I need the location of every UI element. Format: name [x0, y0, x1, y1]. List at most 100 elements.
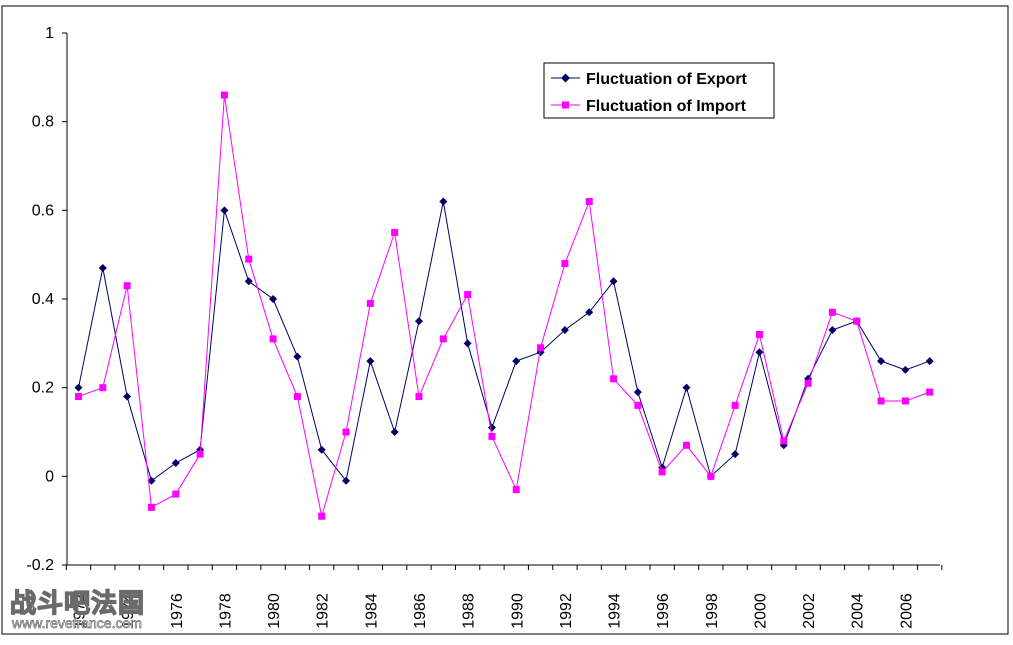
x-tick-label: 2004 — [850, 593, 867, 629]
series-layer — [74, 91, 934, 520]
data-point-import — [755, 330, 763, 338]
data-point-import — [75, 393, 82, 401]
data-point-import — [293, 393, 301, 401]
data-point-import — [853, 317, 861, 325]
data-point-export — [682, 383, 691, 392]
x-tick-label: 1996 — [655, 593, 672, 629]
axes: -0.2 0 0.2 0.4 0.6 0.8 1 1972 1974 1976 1978 1980 19… — [26, 25, 943, 629]
data-point-export — [366, 357, 375, 366]
y-tick-label: 0.8 — [32, 114, 54, 131]
data-point-import — [439, 335, 447, 343]
data-point-export — [414, 317, 423, 326]
data-point-export — [585, 308, 594, 317]
x-tick-label: 1978 — [217, 593, 234, 629]
data-point-export — [244, 277, 253, 286]
data-point-import — [537, 344, 545, 352]
data-point-export — [877, 357, 886, 366]
watermark-url: www.revefrance.com — [11, 615, 142, 631]
data-point-import — [780, 437, 788, 445]
data-point-export — [463, 339, 472, 348]
legend-marker-export — [561, 73, 570, 83]
legend-box — [543, 62, 775, 119]
data-point-import — [707, 472, 715, 480]
y-tick-label: 0 — [45, 468, 54, 485]
data-point-export — [123, 392, 132, 401]
legend: Fluctuation of Export Fluctuation of Imp… — [543, 62, 775, 119]
data-point-import — [658, 468, 666, 476]
data-point-import — [147, 503, 155, 511]
x-tick-label: 1980 — [266, 593, 283, 629]
data-point-export — [731, 450, 740, 459]
data-point-import — [220, 91, 228, 99]
x-tick-label: 1998 — [704, 593, 721, 629]
y-tick-label: 1 — [45, 25, 54, 42]
y-tick-label: 0.2 — [32, 380, 54, 397]
data-point-import — [123, 282, 131, 290]
data-point-export — [171, 459, 180, 468]
data-point-import — [196, 450, 204, 458]
data-point-export — [512, 357, 521, 366]
data-point-import — [877, 397, 885, 405]
data-point-export — [828, 326, 837, 335]
data-point-export — [342, 476, 351, 485]
data-point-export — [633, 388, 642, 397]
data-point-export — [293, 352, 302, 361]
data-point-export — [74, 383, 83, 392]
data-point-import — [610, 375, 618, 383]
legend-label-import: Fluctuation of Import — [586, 98, 747, 115]
data-point-import — [172, 490, 180, 498]
data-point-export — [390, 428, 399, 436]
data-point-import — [464, 291, 472, 299]
watermark-logo-text: 战斗吧法国 — [10, 588, 145, 618]
data-point-import — [561, 260, 569, 268]
data-point-import — [828, 308, 836, 316]
data-point-export — [269, 295, 278, 303]
data-point-import — [804, 379, 812, 387]
data-point-import — [926, 388, 934, 396]
data-point-import — [488, 432, 496, 440]
y-tick-label: -0.2 — [26, 557, 54, 574]
data-point-import — [731, 401, 739, 409]
x-tick-label: 1972 — [72, 593, 89, 629]
x-tick-label: 1986 — [412, 593, 429, 629]
data-point-export — [560, 326, 569, 335]
data-point-export — [98, 263, 107, 272]
x-tick-label: 1994 — [607, 593, 624, 629]
data-point-import — [585, 197, 593, 205]
x-tick-label: 1976 — [169, 593, 186, 629]
data-point-export — [147, 476, 156, 485]
data-point-export — [317, 445, 326, 454]
data-point-export — [439, 197, 448, 206]
data-point-export — [220, 206, 229, 215]
data-point-import — [512, 486, 520, 494]
series-line-export — [78, 201, 930, 482]
data-point-export — [609, 277, 618, 286]
x-tick-label: 1990 — [509, 593, 526, 629]
data-point-import — [683, 441, 690, 449]
legend-label-export: Fluctuation of Export — [586, 71, 748, 88]
data-point-import — [99, 384, 107, 392]
x-tick-label: 2006 — [898, 593, 915, 629]
x-tick-label: 1984 — [363, 593, 380, 629]
y-tick-label: 0.4 — [32, 291, 54, 308]
x-tick-label: 1992 — [558, 593, 575, 629]
chart-border — [1, 5, 1009, 635]
x-tick-label: 2000 — [752, 593, 769, 629]
data-point-import — [245, 255, 253, 263]
data-point-import — [342, 428, 350, 436]
data-point-import — [318, 512, 326, 520]
data-point-import — [366, 299, 374, 307]
watermark: 战斗吧法国 www.revefrance.com — [9, 587, 145, 631]
x-tick-label: 2002 — [801, 593, 818, 629]
data-point-import — [391, 229, 399, 236]
y-tick-label: 0.6 — [32, 202, 54, 219]
x-tick-label: 1974 — [120, 593, 137, 629]
x-tick-label: 1982 — [315, 593, 332, 629]
data-point-import — [901, 397, 909, 405]
series-line-import — [78, 94, 930, 517]
data-point-import — [634, 401, 642, 409]
data-point-import — [269, 335, 277, 343]
legend-marker-import — [562, 101, 569, 109]
